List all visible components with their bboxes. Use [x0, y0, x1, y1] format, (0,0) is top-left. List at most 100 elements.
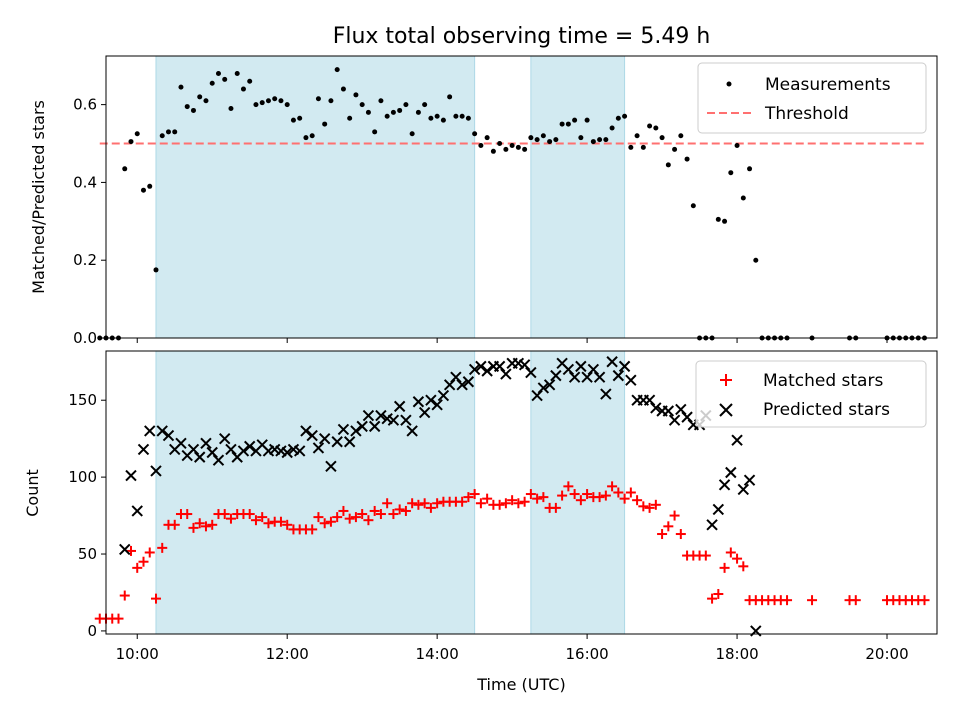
measurement-point — [128, 139, 134, 145]
predicted-stars-point — [643, 394, 656, 406]
predicted-stars-point — [131, 505, 143, 517]
predicted-stars-point — [293, 445, 306, 457]
measurement-point — [540, 133, 546, 139]
measurement-point — [222, 76, 228, 82]
matched-stars-point — [338, 505, 349, 516]
predicted-stars-point — [368, 420, 381, 433]
measurement-point — [372, 129, 378, 135]
matched-stars-point — [332, 512, 343, 523]
predicted-stars-point — [237, 445, 250, 457]
predicted-stars-point — [162, 429, 175, 442]
matched-stars-point — [325, 516, 336, 527]
predicted-stars-point — [343, 436, 356, 448]
matched-stars-point — [619, 493, 630, 504]
matched-stars-point — [850, 595, 861, 606]
measurement-point — [384, 113, 390, 119]
measurement-point — [184, 104, 190, 110]
measurement-point — [584, 117, 590, 123]
x-tick-label: 10:00 — [116, 645, 159, 663]
matched-stars-point — [713, 589, 724, 600]
predicted-stars-point — [350, 425, 362, 437]
measurement-point — [640, 144, 646, 150]
matched-stars-point — [225, 513, 236, 524]
predicted-stars-legend-marker — [719, 403, 733, 417]
matched-stars-point — [607, 481, 618, 492]
measurement-point — [322, 121, 328, 127]
measurement-point — [165, 129, 171, 135]
matched-stars-point — [663, 521, 674, 532]
y-tick-label: 50 — [78, 545, 97, 563]
matched-stars-point — [675, 529, 686, 540]
measurement-point — [459, 113, 465, 119]
measurement-point — [234, 71, 240, 77]
predicted-stars-point — [537, 382, 550, 394]
x-tick-label: 12:00 — [266, 645, 309, 663]
predicted-stars-point — [587, 363, 600, 376]
predicted-stars-point — [331, 436, 343, 448]
predicted-stars-point — [500, 368, 512, 380]
x-axis-label: Time (UTC) — [476, 675, 565, 694]
measurement-point — [359, 102, 365, 108]
measurement-point — [278, 98, 284, 104]
predicted-stars-point — [675, 403, 687, 416]
predicted-stars-point — [518, 359, 531, 371]
predicted-stars-point — [456, 379, 468, 391]
matched-stars-point — [388, 509, 399, 520]
matched-stars-point — [638, 501, 649, 512]
measurement-point — [497, 141, 503, 147]
measurement-point — [690, 203, 696, 209]
matched-stars-point — [344, 513, 355, 524]
matched-stars-legend-label: Matched stars — [763, 371, 883, 391]
measurement-point — [472, 131, 478, 137]
matched-stars-point — [700, 550, 711, 561]
predicted-stars-point — [206, 446, 218, 459]
measurement-point — [365, 109, 371, 115]
measurement-point — [447, 94, 453, 100]
observing-window-shading — [155, 55, 626, 339]
predicted-stars-point — [681, 411, 693, 423]
measurement-point — [515, 144, 521, 150]
predicted-stars-point — [743, 474, 756, 486]
measurement-point — [390, 109, 396, 115]
predicted-stars-point — [362, 409, 375, 422]
matched-stars-point — [363, 515, 374, 526]
matched-stars-point — [463, 492, 474, 503]
predicted-stars-point — [300, 425, 312, 437]
measurement-point — [528, 135, 534, 141]
predicted-stars-point — [156, 425, 168, 437]
predicted-stars-point — [418, 406, 431, 419]
predicted-stars-point — [718, 479, 731, 491]
measurement-point — [753, 257, 759, 263]
matched-stars-point — [457, 496, 468, 507]
measurement-point — [747, 166, 753, 172]
predicted-stars-point — [387, 414, 400, 426]
matched-stars-point — [469, 489, 480, 500]
predicted-stars-point — [144, 425, 156, 437]
measurement-point — [522, 146, 528, 152]
matched-stars-point — [669, 510, 680, 521]
measurement-point — [597, 137, 603, 143]
matched-stars-point — [282, 519, 293, 530]
matched-stars-point — [625, 487, 636, 498]
matched-stars-point — [550, 502, 561, 513]
predicted-stars-point — [618, 360, 631, 373]
measurement-point — [334, 67, 340, 73]
top-axes-frame — [105, 55, 938, 339]
predicted-stars-point — [437, 389, 450, 402]
measurement-point — [434, 113, 440, 119]
y-tick-label: 0 — [87, 622, 97, 640]
measurement-point — [672, 146, 678, 152]
matched-stars-point — [538, 492, 549, 503]
predicted-stars-point — [462, 376, 475, 388]
measurement-point — [403, 102, 409, 108]
matched-stars-point — [375, 509, 386, 520]
predicted-stars-point — [306, 429, 318, 442]
predicted-stars-point — [737, 483, 750, 496]
predicted-stars-point — [612, 369, 625, 382]
measurement-point — [197, 94, 203, 100]
top-y-axis-label: Matched/Predicted stars — [29, 100, 48, 294]
matched-stars-point — [557, 490, 568, 501]
predicted-stars-point — [475, 360, 487, 373]
measurement-point — [97, 335, 103, 341]
predicted-stars-point — [137, 443, 150, 456]
